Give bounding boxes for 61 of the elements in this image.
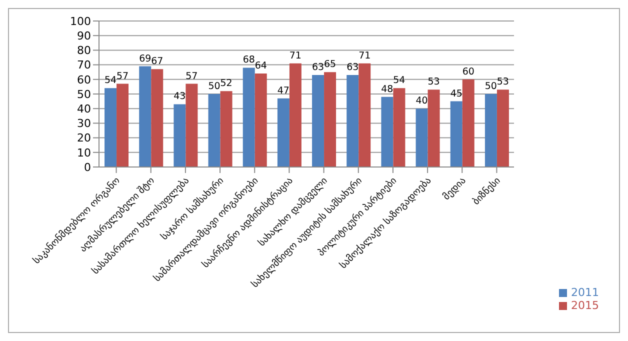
- data-label: 53: [496, 76, 509, 88]
- y-tick-label: 50: [77, 88, 91, 101]
- data-label: 48: [381, 84, 394, 95]
- legend-label: 2011: [571, 286, 599, 299]
- bar: [254, 74, 267, 167]
- bar: [450, 101, 462, 167]
- bar: [358, 63, 371, 167]
- data-label: 54: [393, 75, 406, 86]
- y-tick-label: 70: [77, 58, 91, 72]
- data-label: 54: [104, 75, 117, 86]
- bar: [462, 79, 474, 167]
- data-label: 40: [416, 96, 428, 107]
- bar: [116, 84, 129, 167]
- y-tick-label: 80: [77, 44, 91, 58]
- y-tick-label: 0: [84, 160, 91, 174]
- data-label: 57: [186, 70, 198, 82]
- y-tick-label: 40: [77, 102, 91, 116]
- data-label: 68: [242, 54, 255, 66]
- y-tick-label: 20: [77, 132, 91, 145]
- bar: [381, 96, 394, 167]
- bar: [428, 90, 440, 167]
- data-label: 67: [151, 56, 164, 68]
- data-label: 71: [358, 50, 371, 62]
- data-label: 45: [450, 88, 462, 100]
- data-label: 63: [312, 62, 324, 74]
- bar: [496, 90, 509, 167]
- y-tick-label: 60: [77, 73, 91, 86]
- y-tick-label: 90: [77, 30, 91, 43]
- bar: [393, 88, 406, 167]
- data-label: 50: [484, 81, 497, 92]
- y-tick-label: 30: [77, 117, 91, 130]
- data-label: 69: [139, 53, 152, 64]
- data-label: 47: [277, 85, 290, 96]
- bar: [277, 98, 290, 167]
- bar: [289, 63, 302, 167]
- data-label: 53: [428, 76, 440, 88]
- data-label: 50: [208, 81, 220, 92]
- data-label: 57: [116, 70, 129, 82]
- bar: [312, 75, 324, 167]
- bar: [174, 104, 186, 167]
- data-label: 65: [324, 59, 336, 70]
- data-label: 63: [346, 62, 359, 74]
- legend-label: 2015: [571, 299, 599, 312]
- bar: [139, 66, 152, 167]
- data-label: 43: [174, 91, 186, 102]
- bar: [346, 75, 359, 167]
- bar: [208, 94, 220, 167]
- bar: [242, 68, 255, 167]
- bar: [151, 69, 164, 167]
- bar: [220, 91, 232, 167]
- data-label: 71: [289, 50, 302, 62]
- data-label: 52: [220, 78, 232, 90]
- y-tick-label: 10: [77, 146, 91, 160]
- bar: [416, 108, 428, 167]
- bar: [484, 94, 497, 167]
- y-tick-label: 100: [70, 14, 91, 28]
- bar: [104, 88, 117, 167]
- bar: [324, 72, 336, 167]
- bar: [186, 84, 198, 167]
- data-label: 60: [462, 66, 474, 78]
- data-label: 64: [254, 60, 267, 72]
